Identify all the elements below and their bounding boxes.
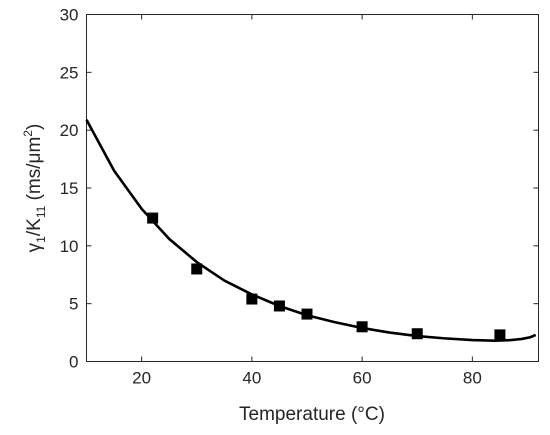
- y-axis-title: γ1/K11 (ms/μm2): [21, 124, 48, 253]
- data-point-marker: [273, 300, 285, 312]
- data-point-marker: [494, 329, 506, 341]
- fit-curve: [85, 119, 537, 342]
- data-markers: [147, 212, 506, 341]
- data-point-marker: [301, 308, 313, 320]
- x-tick-label: 40: [242, 369, 261, 388]
- y-title-unit-superscript: 2: [21, 130, 35, 137]
- data-point-marker: [411, 328, 423, 340]
- fit-lines: [85, 119, 537, 342]
- x-tick-label: 80: [463, 369, 482, 388]
- x-axis-ticks: 20 40 60 80: [132, 14, 482, 388]
- data-point-marker: [356, 321, 368, 333]
- y-tick-label: 30: [60, 6, 79, 25]
- axes: [86, 14, 539, 362]
- y-title-unit-open: (ms/: [24, 163, 45, 206]
- data-point-marker: [147, 212, 159, 224]
- y-title-slash-k: /K: [24, 218, 45, 236]
- y-title-gamma: γ: [24, 242, 45, 252]
- y-title-unit-m: m: [24, 137, 45, 153]
- y-tick-label: 5: [69, 295, 78, 314]
- y-title-unit-close: ): [24, 124, 45, 130]
- y-tick-label: 10: [60, 237, 79, 256]
- y-axis-ticks: 0 5 10 15 20 25 30: [60, 6, 539, 372]
- data-point-marker: [191, 263, 203, 275]
- y-title-k-subscript: 11: [34, 205, 48, 218]
- x-tick-label: 20: [132, 369, 151, 388]
- y-title-mu: μ: [24, 153, 45, 164]
- x-tick-label: 60: [353, 369, 372, 388]
- y-tick-label: 15: [60, 179, 79, 198]
- y-tick-label: 0: [69, 353, 78, 372]
- y-tick-label: 25: [60, 63, 79, 82]
- plot-area-frame: [86, 14, 539, 362]
- y-tick-label: 20: [60, 121, 79, 140]
- data-point-marker: [246, 293, 258, 305]
- x-axis-title: Temperature (°C): [239, 404, 385, 425]
- y-title-gamma-subscript: 1: [34, 236, 48, 243]
